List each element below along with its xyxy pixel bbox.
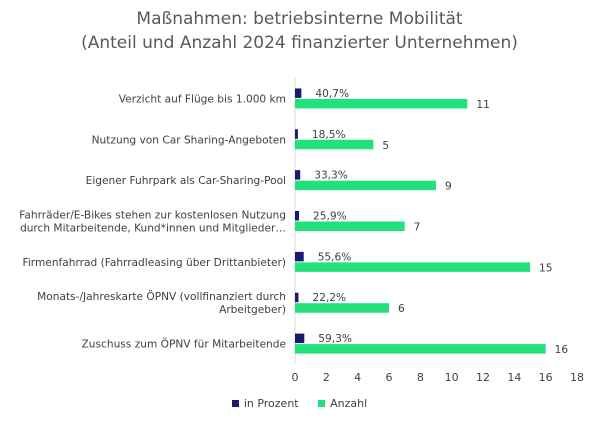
x-tick-label: 14 [507,371,521,384]
x-tick-label: 12 [476,371,490,384]
legend-item-anzahl: Anzahl [318,397,367,410]
chart-title: Maßnahmen: betriebsinterne Mobilität [136,9,463,29]
data-label-prozent: 22,2% [312,292,346,304]
bar-anzahl [295,344,546,354]
data-label-anzahl: 9 [445,181,452,193]
bar-prozent [295,333,305,344]
bar-anzahl [295,303,389,313]
chart-subtitle: (Anteil und Anzahl 2024 finanzierter Unt… [81,33,518,53]
category-label: Zuschuss zum ÖPNV für Mitarbeitende [82,338,286,351]
legend-swatch-anzahl [318,400,326,407]
x-tick-label: 2 [323,371,330,384]
x-tick-label: 18 [570,371,584,384]
data-label-prozent: 40,7% [315,88,349,100]
category-label: Verzicht auf Flüge bis 1.000 km [119,93,286,105]
category-label: Firmenfahrrad (Fahrradleasing über Dritt… [23,257,286,269]
data-label-anzahl: 6 [398,303,405,315]
x-tick-label: 10 [445,371,459,384]
data-label-prozent: 25,9% [313,211,347,223]
data-label-anzahl: 16 [555,344,569,356]
data-label-prozent: 55,6% [318,251,352,263]
x-tick-label: 8 [417,371,424,384]
bar-anzahl [295,221,405,231]
category-label: Nutzung von Car Sharing-Angeboten [92,134,286,146]
bar-anzahl [295,98,468,109]
data-label-anzahl: 11 [476,99,489,111]
data-label-anzahl: 15 [539,262,552,274]
bar-prozent [295,88,302,98]
bar-anzahl [295,139,374,150]
legend: in Prozent Anzahl [0,397,599,410]
bar-prozent [295,129,298,139]
data-label-prozent: 33,3% [314,170,348,182]
x-tick-label: 16 [539,371,553,384]
category-label: Eigener Fuhrpark als Car-Sharing-Pool [86,175,286,187]
legend-label-anzahl: Anzahl [330,397,368,410]
category-label: Monats-/Jahreskarte ÖPNV (vollfinanziert… [37,290,286,316]
bar-prozent [295,292,299,303]
legend-item-prozent: in Prozent [231,397,299,410]
bar-anzahl [295,262,530,272]
data-label-prozent: 18,5% [312,129,346,141]
x-tick-label: 4 [354,371,361,384]
data-label-prozent: 59,3% [318,333,352,345]
data-label-anzahl: 7 [414,222,421,234]
bar-prozent [295,251,304,262]
bar-anzahl [295,180,436,191]
x-tick-label: 0 [292,371,299,384]
data-label-anzahl: 5 [382,140,389,152]
legend-swatch-prozent [231,400,239,407]
bar-prozent [295,211,300,221]
category-label: Fahrräder/E-Bikes stehen zur kostenlosen… [19,210,286,235]
legend-label-prozent: in Prozent [243,397,299,410]
bar-prozent [295,170,301,180]
x-tick-label: 6 [386,371,393,384]
